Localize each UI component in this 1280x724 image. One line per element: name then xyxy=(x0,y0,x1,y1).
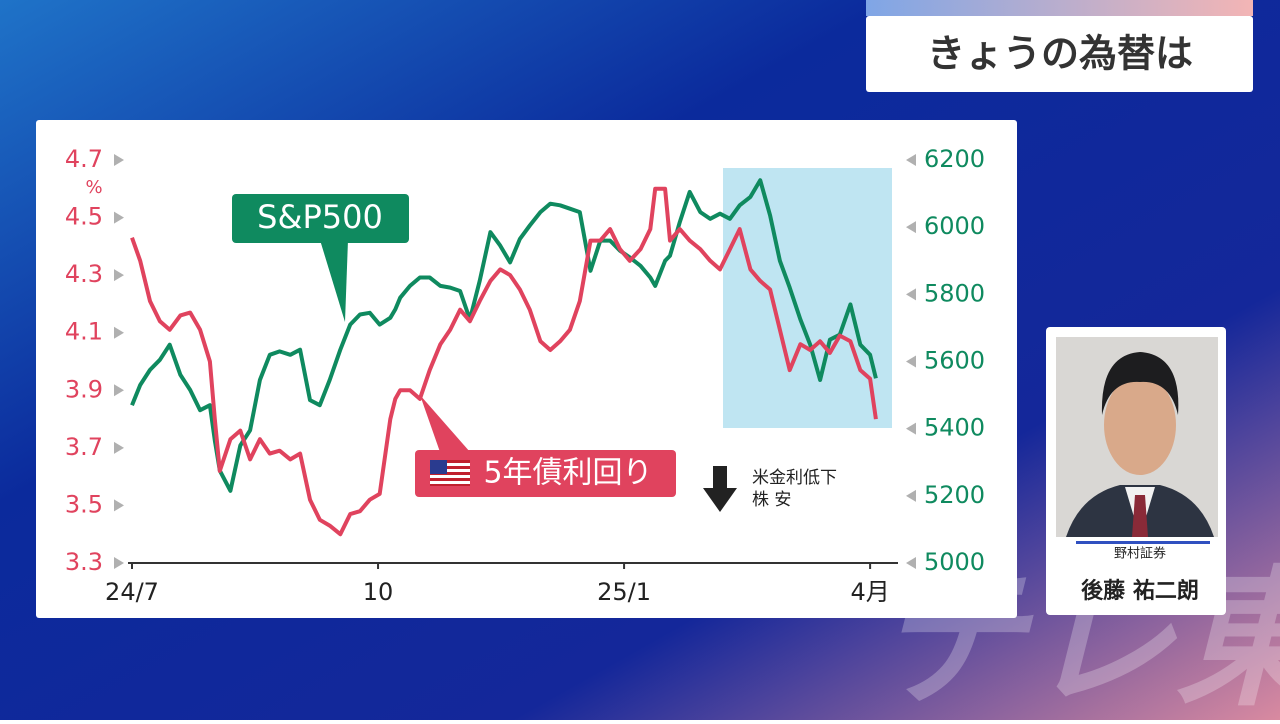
y2-tick-mark xyxy=(906,154,916,166)
series-label: 5年債利回り xyxy=(483,456,652,491)
series-line xyxy=(130,186,878,537)
series-line xyxy=(130,178,878,493)
y2-tick-label: 5000 xyxy=(924,548,985,576)
x-tick-label: 4月 xyxy=(850,578,889,606)
y-tick-label: 3.3 xyxy=(65,548,103,576)
arrow-shaft xyxy=(713,466,727,490)
title-box xyxy=(866,16,1253,92)
y2-tick-label: 5600 xyxy=(924,347,985,375)
y2-tick-mark xyxy=(906,422,916,435)
y-tick-mark xyxy=(114,269,124,282)
y2-tick-label: 6000 xyxy=(924,212,985,240)
annotation: 米金利低下 株 安 xyxy=(703,466,837,512)
annotation-line: 米金利低下 xyxy=(752,468,837,488)
annotation-line: 株 安 xyxy=(752,490,791,510)
y2-tick-mark xyxy=(906,557,916,569)
us-flag xyxy=(430,460,470,486)
y-tick-label: 3.7 xyxy=(65,433,103,461)
x-tick-label: 10 xyxy=(363,578,394,606)
y-tick-label: 4.7 xyxy=(65,145,103,173)
y-tick-mark xyxy=(114,326,124,339)
callout-box xyxy=(415,450,676,497)
photo-tie xyxy=(1132,495,1148,537)
y-tick-mark xyxy=(114,557,124,569)
x-tick-label: 24/7 xyxy=(105,578,159,606)
y-tick-label: 4.1 xyxy=(65,318,103,346)
photo-hair xyxy=(1101,352,1179,415)
y2-tick-mark xyxy=(906,489,916,502)
guest-name: 後藤 祐二朗 xyxy=(1081,578,1199,604)
yield-callout: 5年債利回り xyxy=(415,395,676,497)
arrow-head xyxy=(703,488,737,512)
y-tick-label: 4.5 xyxy=(65,203,103,231)
y2-tick-label: 5400 xyxy=(924,414,985,442)
guest-card: 野村証券 後藤 祐二朗 xyxy=(1046,327,1226,615)
y2-tick-label: 5200 xyxy=(924,481,985,509)
y2-tick-mark xyxy=(906,288,916,301)
plot: 3.3 3.5 3.7 3.9 4.1 4.3 4.5 4.7% 5000 5200 5400 560… xyxy=(65,145,985,606)
y2-tick-label: 5800 xyxy=(924,279,985,307)
y2-tick-mark xyxy=(906,355,916,368)
callout-tail xyxy=(420,395,470,452)
y-tick-label: 3.5 xyxy=(65,490,103,518)
y-tick-mark xyxy=(114,441,124,454)
y-unit: % xyxy=(85,177,102,198)
y-tick-mark xyxy=(114,499,124,512)
program-title: きょうの為替は xyxy=(927,32,1193,76)
y-tick-label: 4.3 xyxy=(65,260,103,288)
guest-company: 野村証券 xyxy=(1114,546,1166,562)
y-tick-label: 3.9 xyxy=(65,375,103,403)
callout-tail xyxy=(320,240,348,322)
photo-face xyxy=(1104,375,1176,475)
x-tick-label: 25/1 xyxy=(597,578,651,606)
sp-callout: S&P500 xyxy=(232,194,409,322)
y-tick-mark xyxy=(114,384,124,397)
y-tick-mark xyxy=(114,154,124,166)
y2-tick-label: 6200 xyxy=(924,145,985,173)
y2-tick-mark xyxy=(906,221,916,234)
name-rule xyxy=(1076,541,1210,544)
y-tick-mark xyxy=(114,211,124,224)
title-strip xyxy=(866,0,1253,16)
series-label: S&P500 xyxy=(257,198,383,236)
highlight-period xyxy=(723,168,892,428)
callout-box xyxy=(232,194,409,243)
